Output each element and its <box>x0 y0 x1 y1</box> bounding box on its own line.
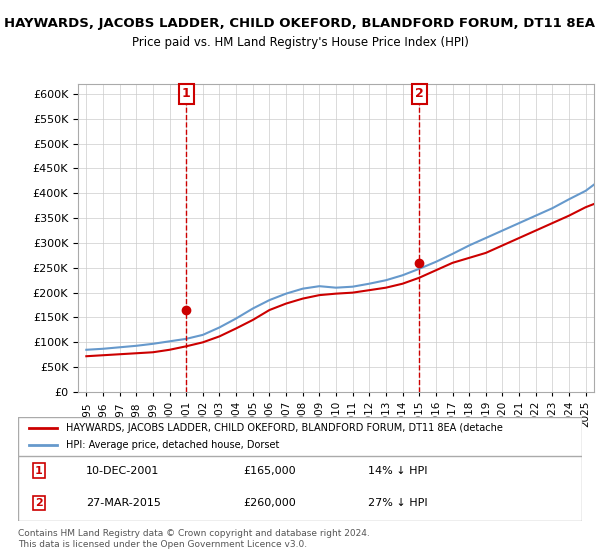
Text: £165,000: £165,000 <box>244 465 296 475</box>
FancyBboxPatch shape <box>18 417 582 456</box>
Text: £260,000: £260,000 <box>244 498 296 508</box>
Text: 2: 2 <box>415 87 424 100</box>
Text: 27-MAR-2015: 27-MAR-2015 <box>86 498 161 508</box>
Text: 27% ↓ HPI: 27% ↓ HPI <box>368 498 427 508</box>
Text: HPI: Average price, detached house, Dorset: HPI: Average price, detached house, Dors… <box>66 440 280 450</box>
Text: 10-DEC-2001: 10-DEC-2001 <box>86 465 159 475</box>
Text: 1: 1 <box>182 87 191 100</box>
Text: 2: 2 <box>35 498 43 508</box>
Text: Price paid vs. HM Land Registry's House Price Index (HPI): Price paid vs. HM Land Registry's House … <box>131 36 469 49</box>
Text: HAYWARDS, JACOBS LADDER, CHILD OKEFORD, BLANDFORD FORUM, DT11 8EA (detache: HAYWARDS, JACOBS LADDER, CHILD OKEFORD, … <box>66 423 503 433</box>
Text: Contains HM Land Registry data © Crown copyright and database right 2024.
This d: Contains HM Land Registry data © Crown c… <box>18 529 370 549</box>
Text: 1: 1 <box>35 465 43 475</box>
FancyBboxPatch shape <box>18 456 582 521</box>
Text: HAYWARDS, JACOBS LADDER, CHILD OKEFORD, BLANDFORD FORUM, DT11 8EA: HAYWARDS, JACOBS LADDER, CHILD OKEFORD, … <box>5 17 595 30</box>
Text: 14% ↓ HPI: 14% ↓ HPI <box>368 465 427 475</box>
